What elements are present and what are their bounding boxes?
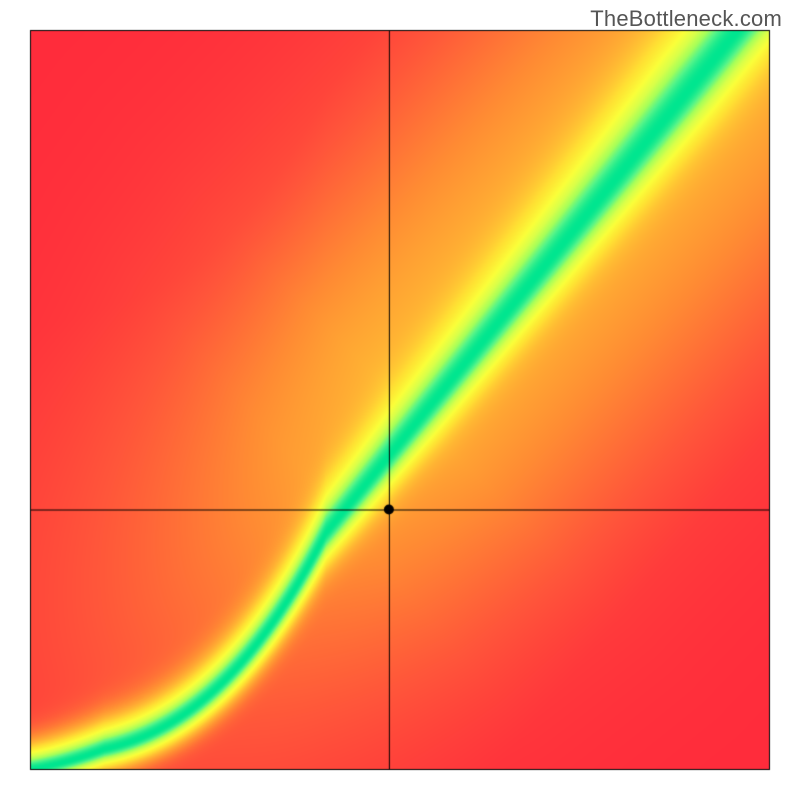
bottleneck-heatmap [0,0,800,800]
watermark-text: TheBottleneck.com [590,6,782,32]
